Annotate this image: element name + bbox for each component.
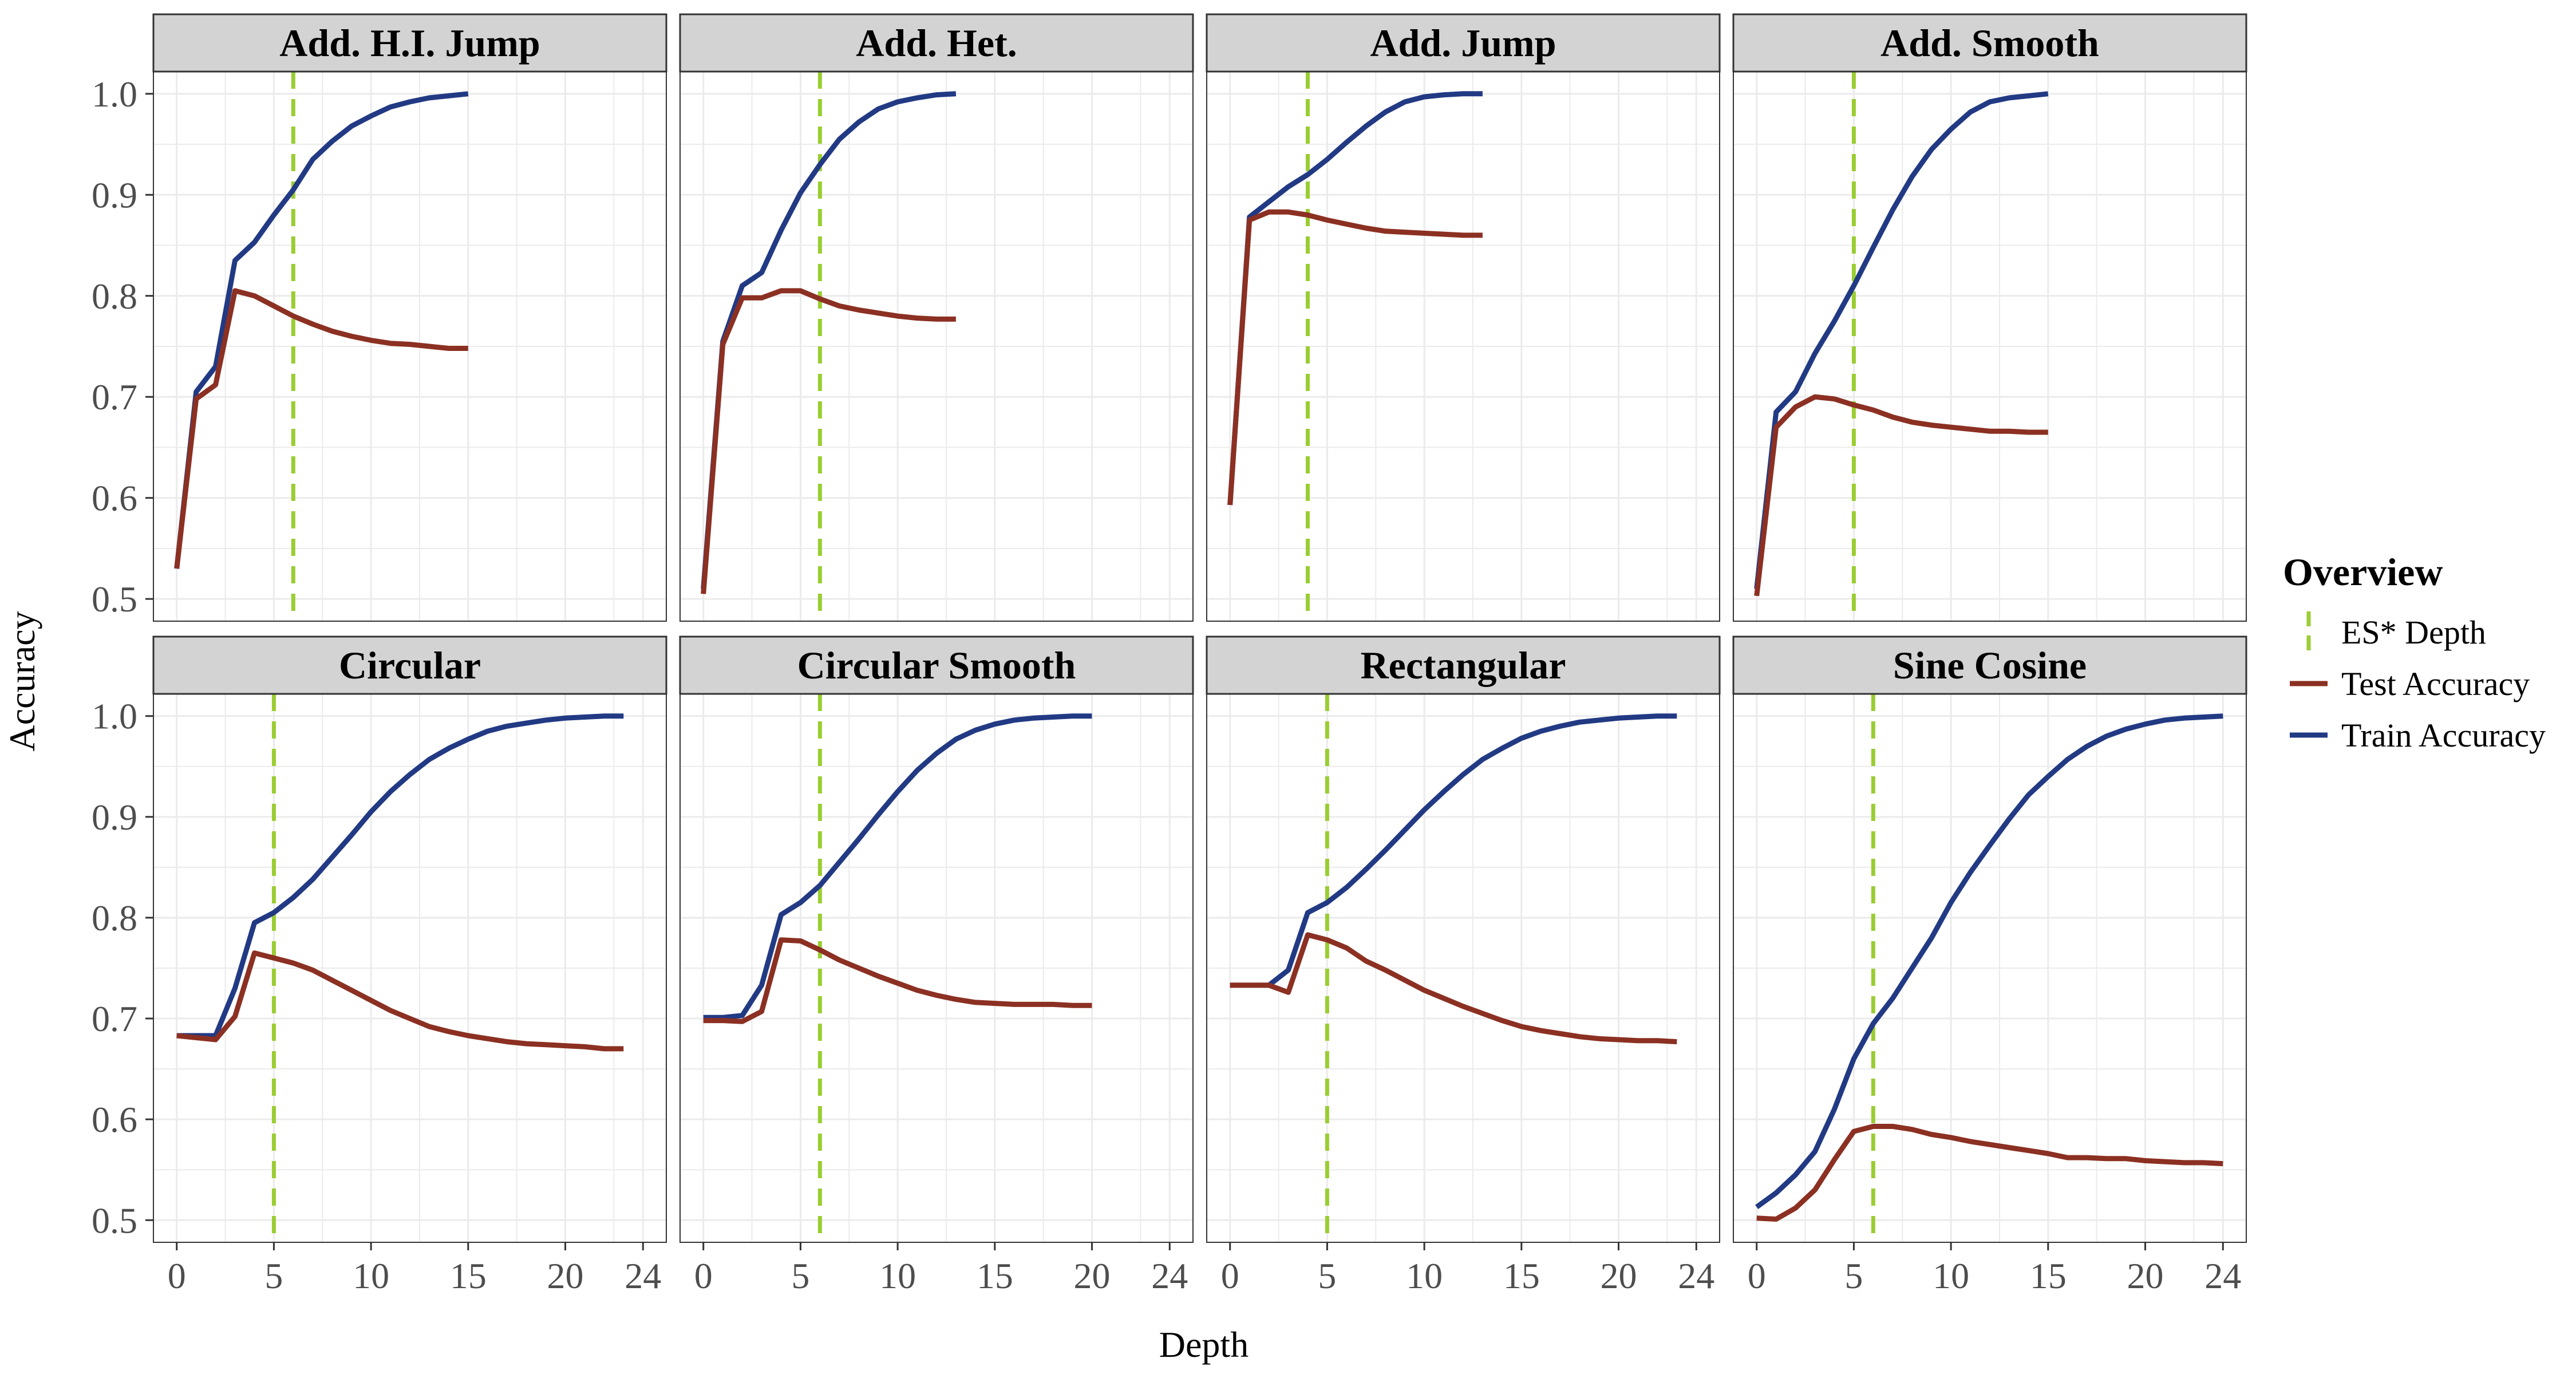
legend: Overview ES* Depth Test Accuracy Train Acc… [2283,550,2546,754]
panel-7: Sine Cosine [1732,635,2247,1243]
series-line-train-accuracy [174,91,469,569]
y-tick-label: 0.7 [92,377,137,417]
y-tick-label: 0.6 [92,478,137,519]
x-tick-label: 24 [1678,1255,1714,1296]
series-line-train-accuracy [1230,713,1677,988]
strip-title: Sine Cosine [1893,643,2087,687]
series-line-test-accuracy [176,950,624,1052]
series-line-test-accuracy [701,288,956,594]
strip-title: Rectangular [1361,643,1566,687]
y-tick-label: 0.6 [92,1099,137,1140]
y-axis-label: Accuracy [2,611,42,751]
x-tick-label: 5 [791,1255,809,1296]
strip-title: Circular Smooth [797,643,1076,687]
series-line-test-accuracy [1756,1124,2223,1222]
x-tick-label: 15 [450,1255,487,1296]
y-tick-label: 0.9 [92,797,137,838]
x-tick-label: 20 [1074,1255,1111,1296]
x-tick-label: 24 [1151,1255,1188,1296]
legend-entries: ES* Depth Test Accuracy Train Accuracy [2290,611,2546,754]
legend-entry-test-accuracy: Test Accuracy [2290,665,2530,702]
y-tick-label: 0.5 [92,579,137,619]
y-tick-label: 0.5 [92,1200,137,1241]
x-tick-label: 15 [977,1255,1013,1296]
x-tick-label: 20 [1601,1255,1637,1296]
legend-entry-es-depth: ES* Depth [2306,611,2486,653]
series-line-train-accuracy [703,713,1092,1020]
legend-label: Train Accuracy [2341,717,2546,754]
series-line-test-accuracy [1754,394,2048,597]
x-tick-label: 10 [1406,1255,1443,1296]
x-tick-label: 10 [1933,1255,1969,1296]
y-tick-label: 0.9 [92,175,137,215]
legend-label: Test Accuracy [2341,665,2530,702]
panel-5: Circular Smooth [679,635,1194,1243]
x-tick-label: 10 [353,1255,389,1296]
x-tick-label: 15 [1503,1255,1540,1296]
strip-title: Add. H.I. Jump [279,21,540,65]
x-axis-label: Depth [1159,1324,1249,1365]
panel-3: Add. Smooth [1732,13,2247,622]
panel-6: Rectangular [1206,635,1721,1243]
strip-background [152,13,667,73]
panels-layer: Add. H.I. Jump Add. Het. Add. Jump Add. Smo… [152,13,2247,1243]
series-line-train-accuracy [1755,713,2223,1210]
x-tick-label: 24 [2204,1255,2241,1296]
strip-title: Add. Jump [1370,21,1556,65]
y-tick-label: 1.0 [92,74,137,114]
y-tick-label: 1.0 [92,696,137,737]
series-line-test-accuracy [1230,932,1677,1045]
series-line-train-accuracy [1227,91,1483,506]
x-tick-label: 0 [1748,1255,1766,1296]
x-tick-label: 24 [625,1255,661,1296]
strip-background [1206,635,1721,695]
series-line-train-accuracy [701,91,957,589]
x-tick-label: 15 [2030,1255,2067,1296]
x-tick-label: 0 [168,1255,186,1296]
axes-layer: 0.5 0.6 0.7 0.8 0.9 1.0 0.5 0.6 0.7 0.8 0.9 1.0 0 5 10… [92,74,2241,1296]
x-tick-label: 5 [264,1255,283,1296]
series-line-test-accuracy [1227,209,1483,506]
strip-background [679,635,1194,695]
panel-2: Add. Jump [1206,13,1721,622]
x-tick-label: 0 [1221,1255,1239,1296]
legend-label: ES* Depth [2341,614,2486,651]
strip-title: Add. Het. [856,21,1017,65]
strip-background [1732,13,2247,73]
strip-title: Circular [339,643,481,687]
x-tick-label: 5 [1844,1255,1863,1296]
series-line-train-accuracy [1754,91,2049,589]
series-line-test-accuracy [703,937,1092,1024]
y-tick-label: 0.7 [92,998,137,1039]
x-tick-label: 10 [879,1255,916,1296]
strip-background [679,13,1194,73]
x-tick-label: 20 [547,1255,584,1296]
x-tick-label: 0 [694,1255,713,1296]
panel-0: Add. H.I. Jump [152,13,667,622]
x-tick-label: 5 [1318,1255,1336,1296]
strip-background [1206,13,1721,73]
strip-background [152,635,667,695]
legend-title: Overview [2283,550,2443,594]
y-tick-label: 0.8 [92,898,137,938]
panel-4: Circular [152,635,667,1243]
strip-title: Add. Smooth [1880,21,2099,65]
panel-1: Add. Het. [679,13,1194,622]
series-line-train-accuracy [176,713,624,1039]
legend-entry-train-accuracy: Train Accuracy [2290,717,2546,754]
strip-background [1732,635,2247,695]
x-tick-label: 20 [2127,1255,2164,1296]
series-line-test-accuracy [174,288,468,569]
y-tick-label: 0.8 [92,276,137,317]
